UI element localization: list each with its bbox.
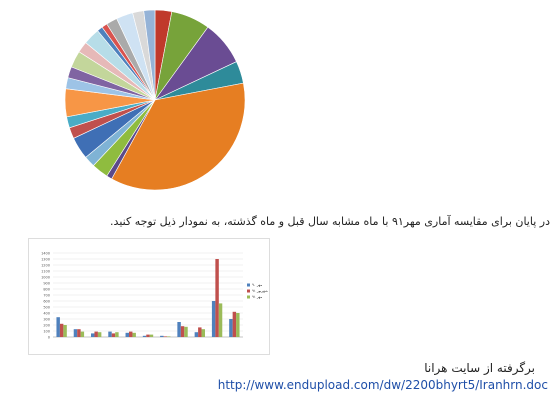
legend-swatch [247, 283, 250, 287]
bar [177, 322, 181, 337]
bar [63, 325, 67, 337]
y-tick-label: 100 [43, 330, 50, 334]
bar [111, 333, 116, 337]
bar [201, 329, 205, 337]
bar [94, 331, 98, 337]
bar [184, 326, 188, 337]
y-tick-label: 1200 [41, 264, 50, 268]
bar [236, 313, 240, 337]
y-tick-label: 400 [43, 312, 50, 316]
bar [132, 332, 136, 337]
y-tick-label: 1000 [41, 276, 50, 280]
bar [194, 332, 199, 337]
y-tick-label: 1300 [41, 258, 50, 262]
pie-chart [64, 9, 246, 191]
legend-label: مهر ۹۰ [252, 283, 262, 287]
bar [56, 317, 60, 337]
bar [229, 319, 233, 337]
legend-swatch [247, 295, 250, 299]
bar [163, 336, 167, 337]
bar [97, 332, 102, 337]
bar [149, 334, 154, 337]
legend-label: شهریور ۹۱ [252, 289, 268, 293]
y-tick-label: 800 [43, 288, 50, 292]
bar [198, 327, 202, 337]
bar [125, 332, 129, 337]
bar [211, 301, 216, 337]
bar [167, 336, 171, 337]
source: برگرفته از سایت هرانا [424, 361, 535, 375]
bar [115, 332, 119, 337]
y-tick-label: 300 [43, 318, 50, 322]
bar-chart: 0 100 200 300 400 500 600 700 800 900 1000 1100 1200… [28, 238, 270, 355]
bar [180, 326, 185, 337]
bar [129, 331, 133, 337]
bar [73, 329, 78, 337]
bar [160, 335, 164, 337]
bar [59, 323, 64, 337]
bar [77, 329, 81, 337]
pie-slice [143, 9, 156, 101]
y-tick-label: 900 [43, 282, 50, 286]
bar [218, 303, 223, 337]
y-tick-label: 200 [43, 324, 50, 328]
y-tick-label: 1100 [41, 270, 50, 274]
paragraph: در پایان برای مقایسه آماری مهر۹۱ با ماه … [110, 215, 550, 228]
bar [80, 331, 85, 337]
pie-slice [111, 82, 246, 191]
legend-label: مهر ۹۱ [252, 295, 262, 299]
link[interactable]: http://www.endupload.com/dw/2200bhyrt5/I… [217, 378, 548, 392]
bar [142, 335, 147, 337]
y-tick-label: 1400 [41, 252, 50, 256]
legend-swatch [247, 289, 250, 293]
y-tick-label: 0 [48, 336, 50, 340]
bar [146, 334, 150, 337]
y-tick-label: 500 [43, 306, 50, 310]
y-tick-label: 600 [43, 300, 50, 304]
bar [108, 331, 112, 337]
y-tick-label: 700 [43, 294, 50, 298]
bar [91, 333, 95, 337]
bar [215, 259, 219, 337]
bar [232, 311, 237, 337]
